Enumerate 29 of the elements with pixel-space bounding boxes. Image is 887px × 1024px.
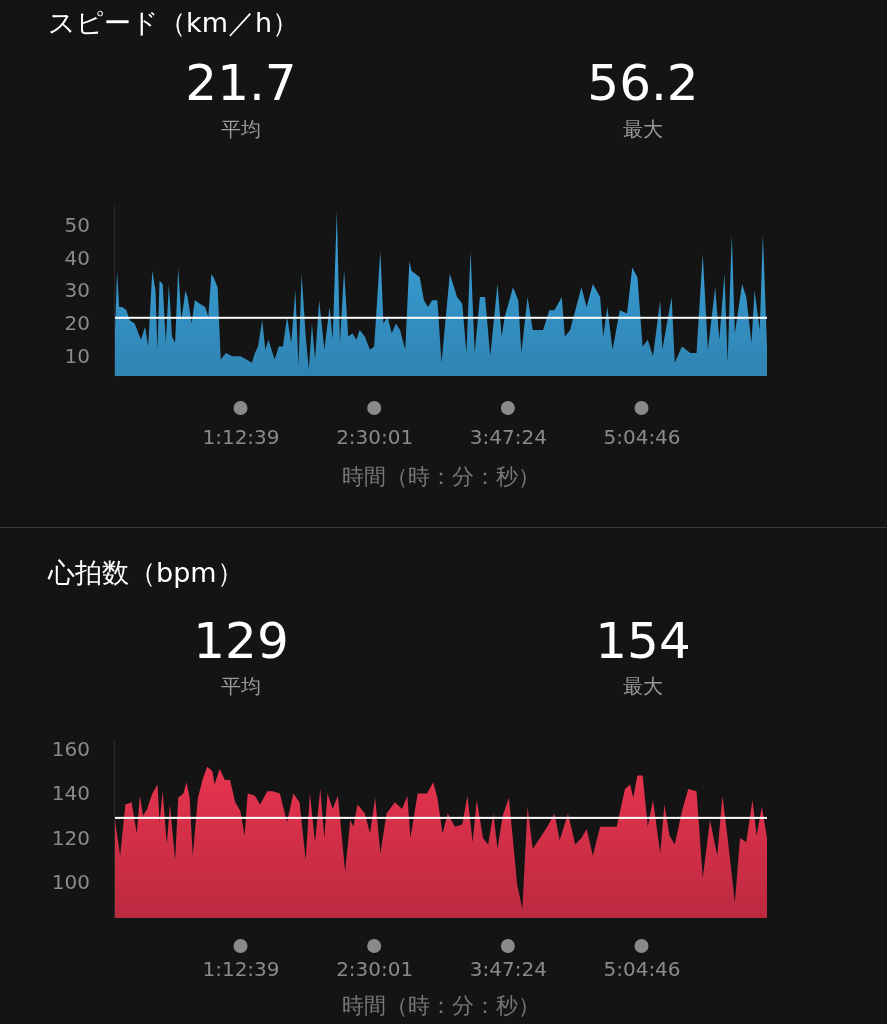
text: 56.2 [587, 54, 699, 112]
x-tick-label: 3:47:24 [469, 425, 547, 450]
chart-title: スピード（km／h） [48, 7, 300, 38]
x-axis-title: 時間（時：分：秒） [342, 993, 540, 1018]
y-tick-label: 20 [64, 311, 90, 336]
x-tick-label: 1:12:39 [202, 425, 280, 450]
text: 154 [595, 612, 691, 670]
x-tick-label: 5:04:46 [603, 425, 681, 450]
x-tick-label: 2:30:01 [336, 425, 414, 450]
chart-title: 心拍数（bpm） [47, 557, 244, 588]
x-axis-title: 時間（時：分：秒） [342, 464, 540, 489]
text: 最大 [623, 117, 663, 141]
y-tick-label: 40 [64, 245, 90, 270]
y-tick-label: 30 [64, 278, 90, 303]
y-tick-label: 160 [51, 736, 90, 761]
x-tick-label: 2:30:01 [336, 957, 414, 982]
text: 最大 [623, 674, 663, 698]
x-tick-label: 3:47:24 [469, 957, 547, 982]
text: 平均 [221, 674, 261, 698]
y-tick-label: 100 [51, 870, 90, 895]
y-tick-label: 140 [51, 781, 90, 806]
x-tick-label: 5:04:46 [603, 957, 681, 982]
text: 平均 [221, 117, 261, 141]
y-tick-label: 120 [51, 825, 90, 850]
text: 21.7 [185, 54, 297, 112]
text: 129 [193, 612, 289, 670]
y-tick-label: 10 [64, 344, 90, 369]
y-tick-label: 50 [64, 212, 90, 237]
x-tick-label: 1:12:39 [202, 957, 280, 982]
